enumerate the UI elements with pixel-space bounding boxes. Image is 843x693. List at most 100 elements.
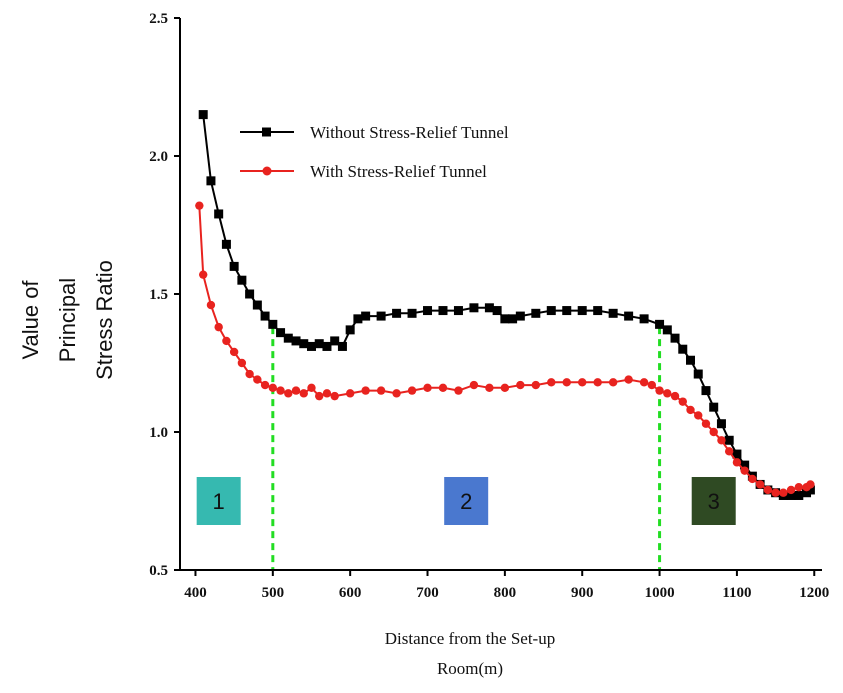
- data-point: [345, 325, 355, 335]
- x-tick-label: 800: [494, 585, 517, 601]
- data-point: [284, 389, 293, 398]
- data-point: [716, 419, 726, 429]
- data-point: [662, 325, 672, 335]
- data-point: [639, 378, 649, 387]
- data-point: [376, 311, 386, 321]
- data-point: [694, 411, 703, 420]
- data-point: [206, 176, 216, 186]
- data-point: [407, 308, 417, 318]
- data-point: [670, 391, 680, 401]
- data-point: [500, 314, 510, 324]
- data-point: [276, 328, 286, 338]
- data-point: [578, 378, 587, 387]
- x-tick-label: 1100: [722, 585, 751, 601]
- data-point: [337, 341, 347, 351]
- data-point: [709, 402, 719, 412]
- data-point: [392, 389, 401, 398]
- y-tick-label: 1.0: [149, 425, 168, 441]
- data-point: [805, 485, 815, 495]
- data-point: [500, 383, 510, 393]
- data-point: [484, 303, 494, 313]
- data-point: [515, 311, 525, 321]
- data-point: [547, 378, 556, 387]
- data-point: [724, 435, 734, 445]
- data-point: [283, 333, 293, 343]
- data-point: [322, 341, 332, 351]
- data-point: [322, 389, 332, 398]
- y-axis-label: Principal: [55, 278, 80, 362]
- data-point: [693, 369, 703, 379]
- y-axis-label: Value of: [18, 280, 43, 360]
- legend-label: Without Stress-Relief Tunnel: [310, 123, 509, 142]
- zone-number: 1: [213, 489, 225, 514]
- data-point: [376, 386, 386, 395]
- data-point: [655, 386, 664, 395]
- data-point: [268, 319, 278, 329]
- zone-number: 3: [708, 489, 720, 514]
- data-point: [407, 386, 417, 395]
- x-tick-label: 400: [184, 585, 207, 601]
- y-tick-label: 1.5: [149, 287, 168, 303]
- data-point: [678, 397, 687, 406]
- data-point: [755, 480, 765, 489]
- data-point: [686, 405, 695, 415]
- data-point: [423, 306, 433, 316]
- data-point: [678, 344, 688, 354]
- zone-number: 2: [460, 489, 472, 514]
- data-point: [639, 314, 649, 324]
- data-point: [221, 239, 231, 249]
- data-point: [709, 427, 718, 437]
- data-point: [779, 488, 788, 497]
- data-point: [516, 380, 525, 390]
- data-point: [717, 436, 726, 445]
- x-tick-label: 1000: [645, 585, 675, 601]
- data-point: [492, 306, 502, 316]
- data-point: [268, 383, 278, 393]
- data-point: [562, 306, 572, 316]
- data-point: [195, 201, 204, 210]
- y-axis-label: Stress Ratio: [92, 260, 117, 380]
- y-tick-label: 0.5: [149, 563, 168, 579]
- series-with-tunnel: [195, 201, 815, 497]
- data-point: [306, 341, 316, 351]
- legend-label: With Stress-Relief Tunnel: [310, 162, 487, 181]
- data-point: [732, 458, 742, 467]
- data-point: [438, 306, 448, 316]
- data-point: [361, 311, 371, 321]
- data-point: [345, 389, 355, 398]
- data-point: [786, 490, 796, 500]
- data-point: [252, 300, 262, 310]
- data-point: [245, 369, 254, 379]
- data-point: [608, 378, 618, 387]
- data-point: [608, 308, 618, 318]
- legend-item-with-tunnel: With Stress-Relief Tunnel: [240, 162, 487, 181]
- data-point: [222, 336, 231, 346]
- data-point: [740, 466, 749, 475]
- x-tick-label: 900: [571, 585, 594, 601]
- data-point: [701, 386, 711, 396]
- data-point: [214, 209, 224, 219]
- data-point: [276, 386, 285, 395]
- data-point: [469, 303, 479, 313]
- data-point: [508, 314, 518, 324]
- data-point: [701, 419, 711, 428]
- zone-box: [444, 477, 489, 525]
- data-point: [794, 483, 803, 492]
- data-point: [624, 311, 634, 321]
- x-tick-label: 500: [262, 585, 285, 601]
- data-point: [260, 380, 270, 390]
- data-point: [438, 383, 448, 393]
- legend-item-without-tunnel: Without Stress-Relief Tunnel: [240, 123, 509, 142]
- data-point: [593, 306, 603, 316]
- zone-label-1: 1: [196, 477, 241, 525]
- zone-label-3: 3: [691, 477, 736, 525]
- x-tick-label: 600: [339, 585, 362, 601]
- data-point: [330, 336, 340, 346]
- data-point: [562, 378, 571, 387]
- data-point: [577, 306, 587, 316]
- data-point: [763, 485, 773, 495]
- data-point: [786, 485, 796, 495]
- data-point: [593, 378, 602, 387]
- data-point: [237, 275, 247, 285]
